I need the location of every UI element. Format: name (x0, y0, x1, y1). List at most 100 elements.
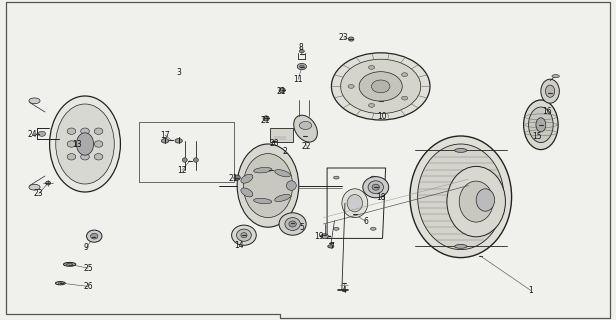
Ellipse shape (243, 154, 293, 218)
Ellipse shape (347, 195, 362, 212)
Text: 1: 1 (529, 286, 533, 295)
Ellipse shape (328, 245, 334, 248)
Ellipse shape (67, 154, 76, 160)
Ellipse shape (67, 263, 73, 265)
Ellipse shape (81, 128, 89, 134)
Text: 13: 13 (72, 140, 82, 149)
Ellipse shape (56, 104, 115, 184)
Text: 11: 11 (293, 75, 303, 84)
Ellipse shape (241, 174, 253, 183)
Ellipse shape (299, 50, 304, 53)
Ellipse shape (76, 133, 94, 155)
Text: 16: 16 (542, 107, 552, 116)
Ellipse shape (321, 234, 328, 239)
Ellipse shape (29, 98, 40, 104)
Ellipse shape (545, 85, 554, 97)
Ellipse shape (455, 244, 467, 248)
Text: 21: 21 (260, 116, 270, 124)
Ellipse shape (455, 148, 467, 152)
Ellipse shape (182, 158, 187, 162)
Ellipse shape (359, 72, 402, 101)
Ellipse shape (342, 189, 368, 218)
Ellipse shape (46, 181, 51, 185)
Text: 26: 26 (83, 282, 93, 291)
Ellipse shape (299, 122, 312, 130)
Ellipse shape (175, 139, 182, 143)
Ellipse shape (161, 139, 169, 143)
Ellipse shape (55, 282, 65, 285)
Ellipse shape (349, 37, 354, 41)
Ellipse shape (294, 115, 317, 142)
Text: 3: 3 (176, 68, 181, 76)
Ellipse shape (524, 100, 558, 150)
Bar (270, 128, 293, 142)
Text: 23: 23 (34, 189, 44, 198)
Ellipse shape (372, 184, 379, 190)
Ellipse shape (299, 65, 304, 68)
Ellipse shape (254, 167, 272, 173)
Ellipse shape (234, 175, 240, 180)
Ellipse shape (94, 154, 103, 160)
Ellipse shape (237, 229, 251, 241)
Ellipse shape (237, 144, 299, 227)
Ellipse shape (275, 194, 290, 202)
Ellipse shape (541, 79, 559, 103)
Ellipse shape (289, 221, 296, 227)
Ellipse shape (536, 118, 546, 132)
Text: 22: 22 (301, 142, 311, 151)
Ellipse shape (81, 154, 89, 160)
Ellipse shape (371, 176, 376, 179)
Ellipse shape (67, 128, 76, 134)
Text: 8: 8 (298, 43, 303, 52)
Text: 21: 21 (276, 87, 286, 96)
Ellipse shape (279, 213, 306, 235)
Ellipse shape (331, 53, 430, 120)
Ellipse shape (418, 144, 504, 250)
Text: 18: 18 (376, 193, 386, 202)
Ellipse shape (371, 228, 376, 230)
Ellipse shape (241, 233, 247, 238)
Text: 12: 12 (177, 166, 187, 175)
Text: 14: 14 (234, 241, 244, 250)
Ellipse shape (263, 116, 269, 121)
Text: 20: 20 (269, 139, 279, 148)
Ellipse shape (552, 75, 559, 78)
Text: 10: 10 (377, 112, 387, 121)
Ellipse shape (529, 107, 553, 143)
Ellipse shape (94, 141, 103, 147)
Ellipse shape (50, 96, 121, 192)
Text: 24: 24 (28, 130, 38, 139)
Ellipse shape (254, 198, 272, 204)
Ellipse shape (368, 103, 375, 107)
Ellipse shape (94, 128, 103, 134)
Ellipse shape (275, 170, 290, 177)
Ellipse shape (286, 181, 296, 190)
Ellipse shape (368, 66, 375, 69)
Ellipse shape (241, 188, 253, 197)
Ellipse shape (29, 184, 40, 190)
Ellipse shape (447, 166, 505, 237)
Ellipse shape (285, 218, 300, 230)
Text: 25: 25 (83, 264, 93, 273)
Ellipse shape (363, 177, 389, 198)
Text: 7: 7 (329, 242, 334, 251)
Text: 6: 6 (363, 217, 368, 226)
Text: 19: 19 (314, 232, 324, 241)
Ellipse shape (334, 228, 339, 230)
Text: 21: 21 (228, 174, 238, 183)
Ellipse shape (193, 158, 198, 162)
Ellipse shape (402, 96, 408, 100)
Text: 4: 4 (341, 286, 346, 295)
Ellipse shape (341, 59, 421, 114)
Ellipse shape (368, 181, 383, 194)
Ellipse shape (38, 131, 46, 136)
Ellipse shape (297, 63, 307, 70)
Ellipse shape (371, 80, 390, 93)
Text: 9: 9 (84, 244, 89, 252)
Ellipse shape (476, 189, 495, 211)
Ellipse shape (59, 283, 63, 284)
Ellipse shape (232, 225, 256, 245)
Ellipse shape (86, 230, 102, 242)
Ellipse shape (279, 88, 285, 93)
Ellipse shape (91, 233, 98, 239)
